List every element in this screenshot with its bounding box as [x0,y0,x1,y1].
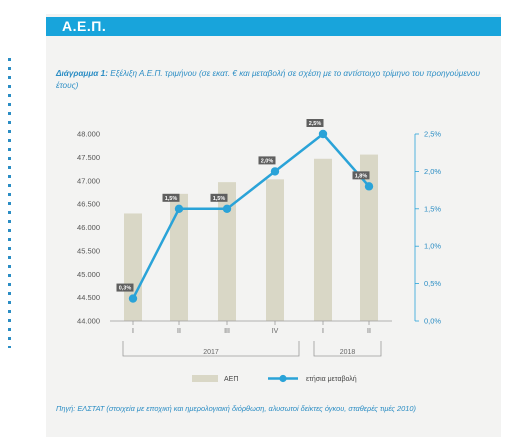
x-tick-label: IV [272,328,279,335]
year-group-bracket [122,341,300,357]
data-label-box [306,119,324,127]
source-note: Πηγή: ΕΛΣΤΑΤ (στοιχεία με εποχική και ημ… [56,404,416,413]
y-right-tick-label: 1,0% [424,242,441,251]
y-right-tick-label: 1,5% [424,204,441,213]
y-left-tick-label: 44.000 [77,317,100,326]
data-label-box [258,156,276,165]
data-label-box [210,193,228,202]
annual-change-point [174,204,184,213]
y-left-tick-label: 44.500 [77,293,100,302]
annual-change-point [318,129,328,139]
annual-change-point [128,294,138,303]
y-left-tick-label: 48.000 [77,130,100,139]
data-label-box [162,193,180,202]
y-right-tick-label: 2,0% [424,167,441,176]
section-title: Α.Ε.Π. [62,18,107,34]
y-left-tick-label: 47.500 [77,153,100,162]
year-group-bracket [313,341,382,357]
caption-prefix: Διάγραμμα 1: [56,69,108,78]
chart-caption: Διάγραμμα 1: Εξέλιξη Α.Ε.Π. τριμήνου (σε… [56,68,496,91]
gdp-bar [360,154,378,321]
gdp-bar [124,213,142,321]
caption-text: Εξέλιξη Α.Ε.Π. τριμήνου (σε εκατ. € και … [56,69,480,90]
data-label: 0,3% [119,286,132,292]
data-label-box [116,283,134,292]
legend-line-marker [279,374,287,383]
gdp-bar [314,158,332,321]
y-left-tick-label: 45.500 [77,246,100,255]
data-label: 1,5% [213,196,226,202]
annual-change-point [364,182,374,191]
year-group-label: 2018 [340,349,356,356]
data-label: 2,0% [261,158,274,164]
data-label-box [352,171,370,180]
x-tick-label: II [367,328,371,335]
legend-bar-label: ΑΕΠ [224,376,238,383]
data-label: 1,8% [355,173,368,179]
y-left-tick-label: 46.000 [77,223,100,232]
y-left-tick-label: 47.000 [77,176,100,185]
annual-change-point [222,204,232,213]
gdp-bar [218,182,236,321]
data-label: 1,5% [165,196,178,202]
decorative-dotted-rule [8,58,11,348]
x-tick-label: I [132,328,134,335]
x-tick-label: I [322,328,324,335]
y-right-tick-label: 0,5% [424,279,441,288]
legend-line-label: ετήσια μεταβολή [306,376,357,383]
section-header: Α.Ε.Π. [46,17,501,36]
gdp-bar [266,179,284,321]
annual-change-line [131,132,370,300]
data-label: 2,5% [309,121,322,127]
x-tick-label: III [224,328,230,335]
y-left-tick-label: 45.000 [77,270,100,279]
x-tick-label: II [177,328,181,335]
gdp-bar [170,193,188,321]
annual-change-point [270,167,280,176]
legend-bar-swatch [192,375,218,382]
y-left-tick-label: 46.500 [77,200,100,209]
y-right-tick-label: 2,5% [424,130,441,139]
y-right-tick-label: 0,0% [424,317,441,326]
year-group-label: 2017 [203,349,219,356]
